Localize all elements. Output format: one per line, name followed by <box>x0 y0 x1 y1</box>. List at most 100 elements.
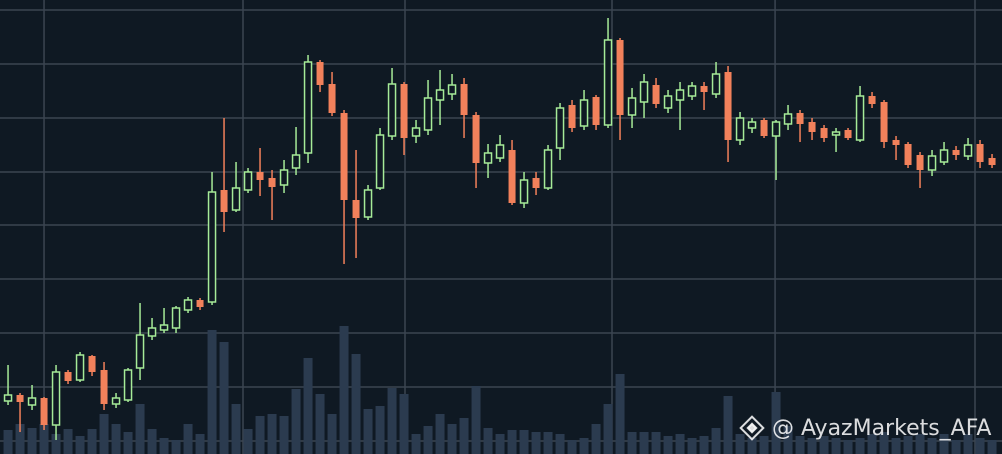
candle-body <box>400 84 408 138</box>
volume-bar <box>219 342 229 454</box>
volume-bar <box>159 438 169 454</box>
candle-body <box>724 72 732 140</box>
volume-bar <box>291 389 301 454</box>
candle-body <box>963 144 973 157</box>
volume-bar <box>387 388 397 454</box>
volume-bar <box>123 432 133 454</box>
volume-bar <box>651 432 661 454</box>
candle-body <box>747 121 757 129</box>
candle-body <box>340 113 348 200</box>
candle-body <box>111 397 121 405</box>
candle-body <box>700 86 708 92</box>
volume-bar <box>399 394 409 454</box>
volume-bar <box>987 440 997 454</box>
volume-bar <box>459 418 469 454</box>
volume-bar <box>411 434 421 454</box>
candle-body <box>16 395 24 402</box>
volume-bar <box>171 440 181 454</box>
volume-bar <box>639 432 649 454</box>
volume-bar <box>519 430 529 454</box>
candle-body <box>135 334 145 369</box>
candle-body <box>796 113 804 124</box>
volume-bar <box>567 440 577 454</box>
candle-body <box>892 140 900 145</box>
volume-bar <box>807 438 817 454</box>
candle-body <box>831 131 841 136</box>
candle-body <box>447 84 457 95</box>
volume-bar <box>471 386 481 454</box>
volume-bar <box>711 428 721 454</box>
candle-body <box>855 95 865 141</box>
volume-bar <box>483 428 493 454</box>
candle-body <box>687 85 697 97</box>
volume-bar <box>111 424 121 454</box>
volume-bar <box>423 426 433 454</box>
candle-body <box>363 189 373 218</box>
candle-body <box>808 122 816 132</box>
candle-body <box>147 327 157 337</box>
volume-bar <box>603 404 613 454</box>
candle-body <box>483 152 493 164</box>
candles <box>3 18 996 440</box>
candle-body <box>616 40 624 115</box>
volume-bar <box>615 374 625 454</box>
candle-body <box>196 300 204 307</box>
volume-bar <box>975 438 985 454</box>
candle-body <box>256 172 264 180</box>
candle-body <box>652 85 660 104</box>
candle-body <box>375 134 385 189</box>
volume-bar <box>39 424 49 454</box>
candle-body <box>279 169 289 186</box>
volume-bar <box>447 424 457 454</box>
volume-bar <box>183 424 193 454</box>
volume-bar <box>495 434 505 454</box>
candle-body <box>88 356 96 372</box>
volume-bars <box>3 326 997 454</box>
candle-body <box>735 117 745 141</box>
candle-body <box>939 149 949 163</box>
volume-bar <box>255 416 265 454</box>
volume-bar <box>351 354 361 454</box>
candle-body <box>75 354 85 381</box>
volume-bar <box>951 440 961 454</box>
volume-bar <box>783 426 793 454</box>
candle-body <box>303 61 313 154</box>
volume-bar <box>879 432 889 454</box>
volume-bar <box>903 436 913 454</box>
candle-body <box>603 39 613 126</box>
volume-bar <box>627 432 637 454</box>
volume-bar <box>99 414 109 454</box>
candle-body <box>328 84 336 113</box>
volume-bar <box>555 434 565 454</box>
candle-body <box>207 191 217 303</box>
volume-bar <box>315 394 325 454</box>
volume-bar <box>591 424 601 454</box>
candle-body <box>579 99 589 127</box>
volume-bar <box>759 436 769 454</box>
candle-body <box>820 128 828 138</box>
candle-body <box>40 398 48 425</box>
volume-bar <box>687 438 697 454</box>
candle-body <box>268 178 276 187</box>
candle-body <box>159 324 169 331</box>
volume-bar <box>735 434 745 454</box>
candle-body <box>988 158 996 165</box>
watermark-text: @ AyazMarkets_AFA <box>772 416 991 441</box>
candle-body <box>916 155 924 170</box>
volume-bar <box>207 330 217 454</box>
volume-bar <box>51 434 61 454</box>
volume-bar <box>87 429 97 454</box>
volume-bar <box>531 432 541 454</box>
candle-body <box>411 127 421 137</box>
candle-body <box>976 144 984 162</box>
candle-body <box>435 89 445 101</box>
candle-body <box>508 150 516 203</box>
candle-body <box>27 397 37 406</box>
candle-body <box>171 307 181 329</box>
candle-body <box>460 84 468 115</box>
volume-bar <box>819 436 829 454</box>
volume-bar <box>363 409 373 454</box>
candle-body <box>3 394 13 402</box>
